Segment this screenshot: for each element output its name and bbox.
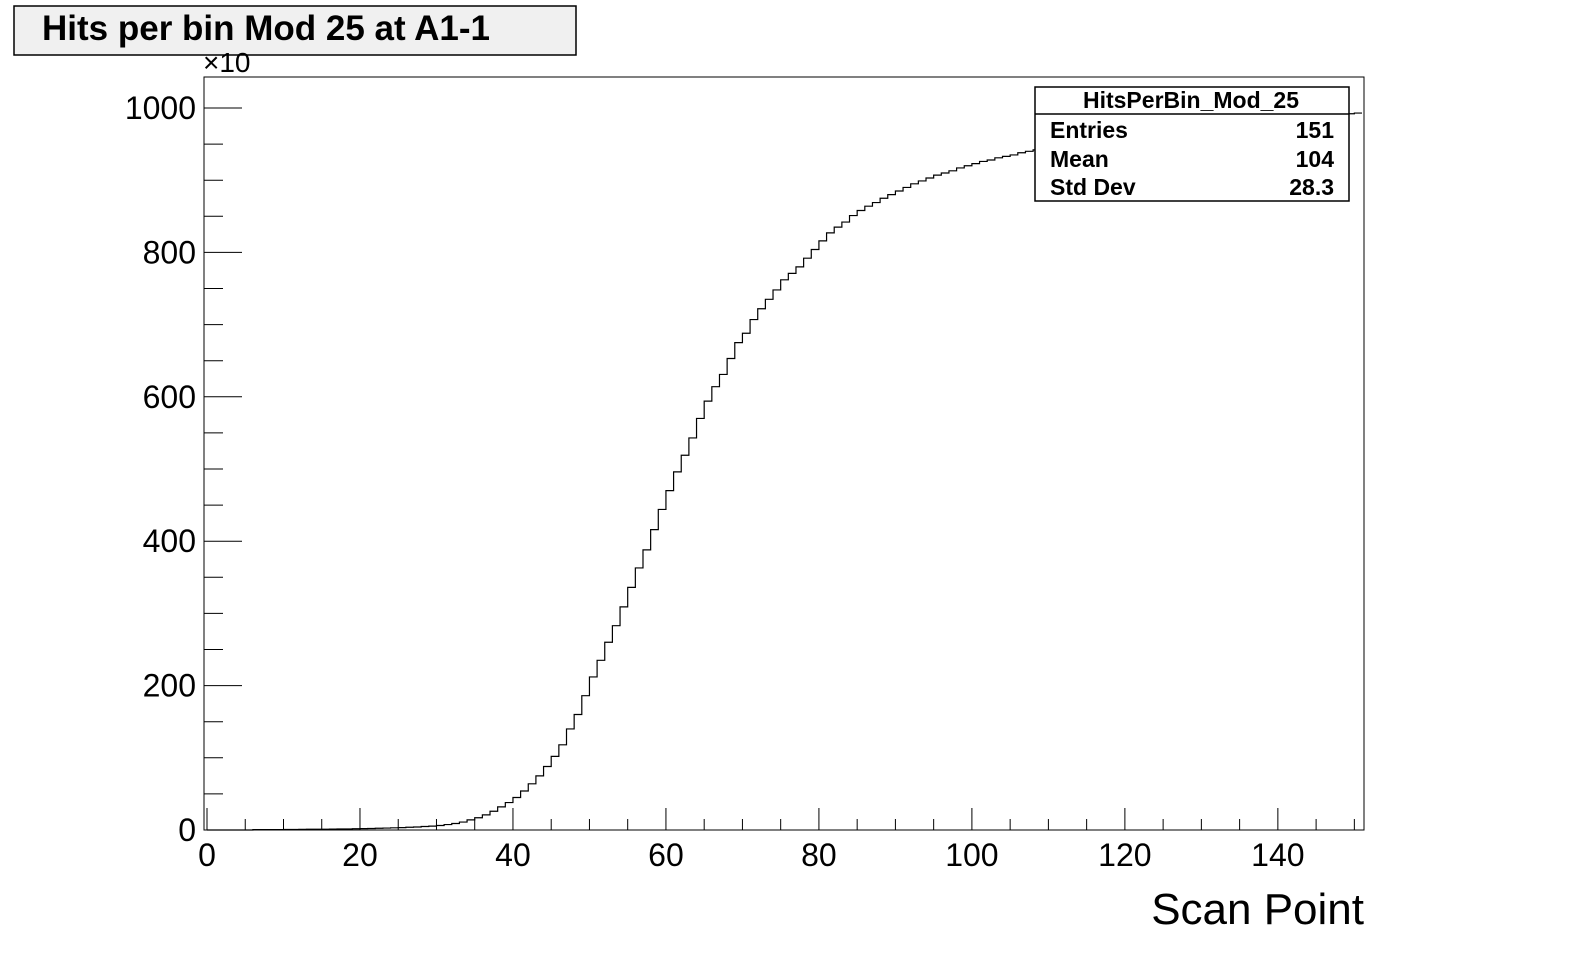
histogram-series-line (207, 112, 1362, 831)
y-multiplier-label: ×10 (203, 47, 251, 78)
x-tick-label: 60 (648, 837, 684, 873)
chart-title: Hits per bin Mod 25 at A1-1 (42, 9, 490, 48)
chart-title-frame (13, 5, 577, 56)
chart-title-box: Hits per bin Mod 25 at A1-1 (13, 5, 577, 56)
stats-mean-label: Mean (1050, 146, 1109, 172)
stats-box-frame (1034, 86, 1350, 202)
stats-stddev-label: Std Dev (1050, 174, 1136, 200)
y-tick-label: 0 (178, 812, 196, 848)
stats-entries-value: 151 (1296, 117, 1335, 143)
stats-stddev-value: 28.3 (1289, 174, 1334, 200)
x-tick-label: 40 (495, 837, 531, 873)
x-tick-label: 140 (1251, 837, 1304, 873)
x-tick-label: 120 (1098, 837, 1151, 873)
stats-mean-value: 104 (1296, 146, 1335, 172)
x-tick-label: 100 (945, 837, 998, 873)
histogram-bins (207, 113, 1362, 830)
stats-entries-label: Entries (1050, 117, 1128, 143)
y-tick-label: 400 (143, 523, 196, 559)
y-tick-label: 600 (143, 379, 196, 415)
x-tick-label: 20 (342, 837, 378, 873)
plot-frame (203, 76, 1365, 831)
x-tick-label: 0 (198, 837, 216, 873)
stats-box-name: HitsPerBin_Mod_25 (1083, 87, 1299, 113)
x-axis-label: Scan Point (1151, 885, 1364, 934)
y-tick-label: 200 (143, 668, 196, 704)
y-tick-label: 800 (143, 234, 196, 270)
x-axis: 0 20 40 60 80 100 120 140 (198, 808, 1355, 873)
y-axis: 0 200 400 600 800 1000 (125, 90, 242, 848)
x-tick-label: 80 (801, 837, 837, 873)
stats-box: HitsPerBin_Mod_25 Entries 151 Mean 104 S… (1034, 86, 1350, 202)
y-tick-label: 1000 (125, 90, 196, 126)
